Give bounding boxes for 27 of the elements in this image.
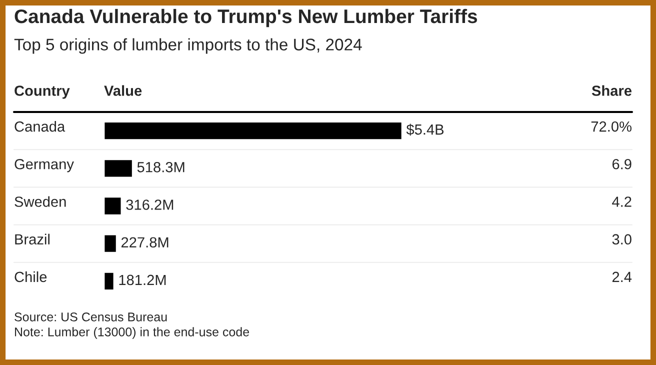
text: Note: Lumber (13000) in the end-use code [15,327,250,339]
data-label: 227.8M [121,237,168,248]
bar [104,271,115,291]
data-label: $5.4B [406,124,444,136]
text: 2.4 [612,272,632,282]
bar [104,234,118,254]
bar [104,158,134,178]
text: Value [104,85,142,96]
text: 4.2 [612,196,632,207]
chart-title: Canada Vulnerable to Trump's New Lumber Tariffs [14,8,478,28]
y-tick-label: Germany [14,158,74,172]
text: 3.0 [612,234,632,245]
text: 72.0% [591,121,632,132]
bar [104,121,403,141]
y-tick-label: Sweden [14,196,66,207]
text: Share [592,85,632,96]
source-note: Source: US Census Bureau [14,312,167,322]
chart-subtitle: Top 5 origins of lumber imports to the US, 2024 [14,38,362,54]
y-tick-label: Brazil [15,234,50,245]
text: Country [14,86,70,99]
data-label: 316.2M [126,200,174,210]
text: 6.9 [612,158,632,170]
y-tick-label: Chile [14,271,47,282]
data-label: 181.2M [119,274,166,286]
y-tick-label: Canada [14,120,66,132]
data-label: 518.3M [137,162,184,172]
bar [104,196,122,216]
